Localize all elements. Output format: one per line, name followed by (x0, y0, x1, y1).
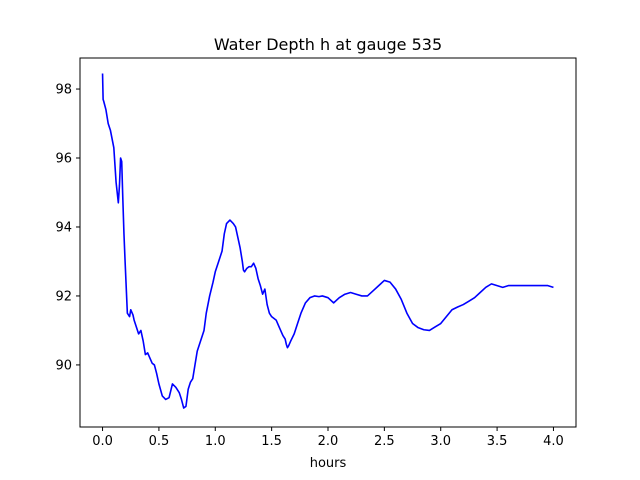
plot-area: 0.0 0.5 1.0 1.5 2.0 2.5 3.0 3.5 4.0 90 92 94 96 98 (55, 57, 577, 449)
y-tick-label: 96 (55, 152, 72, 167)
y-tick-label: 98 (55, 83, 72, 98)
y-tick-label: 94 (55, 220, 72, 235)
x-tick-label: 2.5 (374, 434, 395, 449)
x-tick-label: 3.5 (487, 434, 508, 449)
x-tick-label: 3.0 (430, 434, 451, 449)
series-line-0 (101, 73, 554, 409)
x-tick-label: 0.0 (92, 434, 113, 449)
x-tick-label: 1.0 (205, 434, 226, 449)
y-tick-label: 92 (55, 289, 72, 304)
chart-title: Water Depth h at gauge 535 (214, 35, 442, 54)
x-tick-label: 0.5 (149, 434, 170, 449)
x-tick-label: 4.0 (543, 434, 564, 449)
x-axis-label: hours (310, 456, 347, 471)
y-tick-label: 90 (55, 358, 72, 373)
x-tick-label: 1.5 (261, 434, 282, 449)
x-tick-label: 2.0 (318, 434, 339, 449)
